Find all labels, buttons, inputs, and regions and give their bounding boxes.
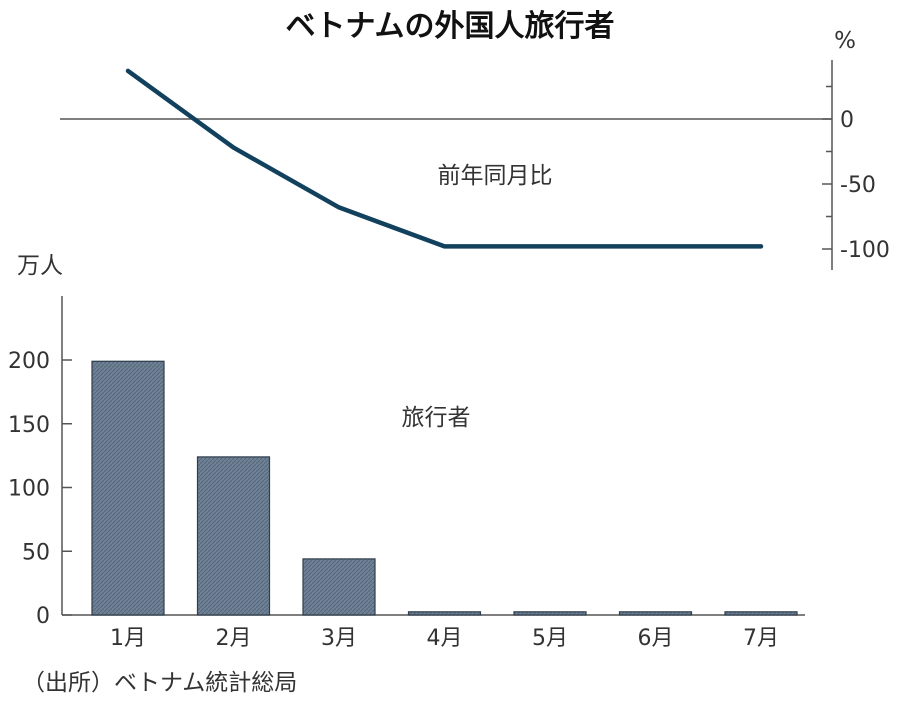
x-tick-label: 4月	[427, 626, 463, 651]
x-tick-label: 2月	[216, 626, 252, 651]
line-y-tick-label: 0	[840, 108, 854, 133]
yoy-line	[125, 68, 764, 249]
x-tick-label: 6月	[638, 626, 674, 651]
line-y-tick-label: -50	[840, 173, 876, 198]
bar-1	[91, 360, 165, 616]
bar-y-tick-label: 150	[8, 413, 50, 438]
bar-6	[618, 611, 693, 616]
bar-5	[513, 611, 587, 616]
x-tick-label: 1月	[110, 626, 146, 651]
bar-y-tick-label: 200	[8, 349, 50, 374]
source-note: （出所）ベトナム統計総局	[22, 670, 297, 696]
bar-4	[407, 611, 482, 616]
bar-panel: 万人 0 50 100 150 200 1月 2月 3月 4月 5月 6月 7月 旅行者	[8, 253, 805, 651]
bar-2	[196, 456, 271, 616]
x-tick-label: 3月	[321, 626, 357, 651]
line-unit-label: %	[834, 28, 856, 54]
bar-3	[302, 558, 376, 616]
line-series-label: 前年同月比	[438, 163, 553, 189]
x-tick-label: 7月	[743, 626, 779, 651]
bar-7	[724, 611, 798, 616]
bar-y-tick-label: 100	[8, 477, 50, 502]
line-y-tick-label: -100	[840, 238, 890, 263]
bar-unit-label: 万人	[17, 253, 63, 279]
chart-title: ベトナムの外国人旅行者	[285, 9, 614, 44]
line-panel: % 0 -50 -100 前年同月比	[60, 28, 890, 270]
bar-series-label: 旅行者	[402, 405, 471, 431]
bar-y-tick-label: 0	[36, 604, 50, 629]
x-tick-label: 5月	[532, 626, 568, 651]
bar-y-tick-label: 50	[22, 540, 50, 565]
